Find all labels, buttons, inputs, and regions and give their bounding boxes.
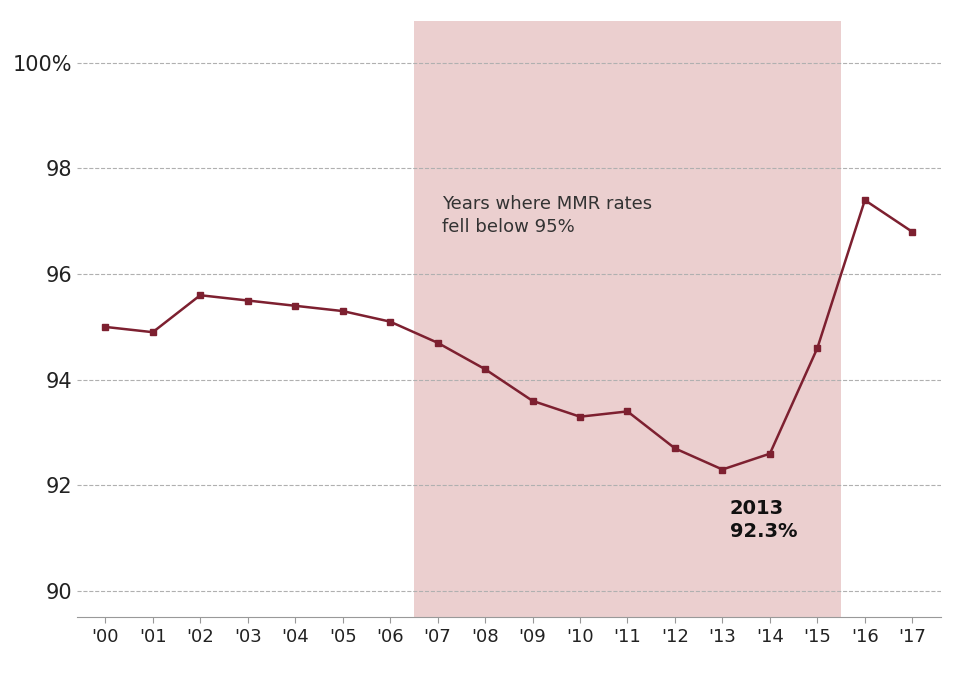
Bar (414, 21, 841, 617)
Text: Years where MMR rates
fell below 95%: Years where MMR rates fell below 95% (443, 195, 653, 237)
Text: 2013
92.3%: 2013 92.3% (730, 499, 797, 541)
